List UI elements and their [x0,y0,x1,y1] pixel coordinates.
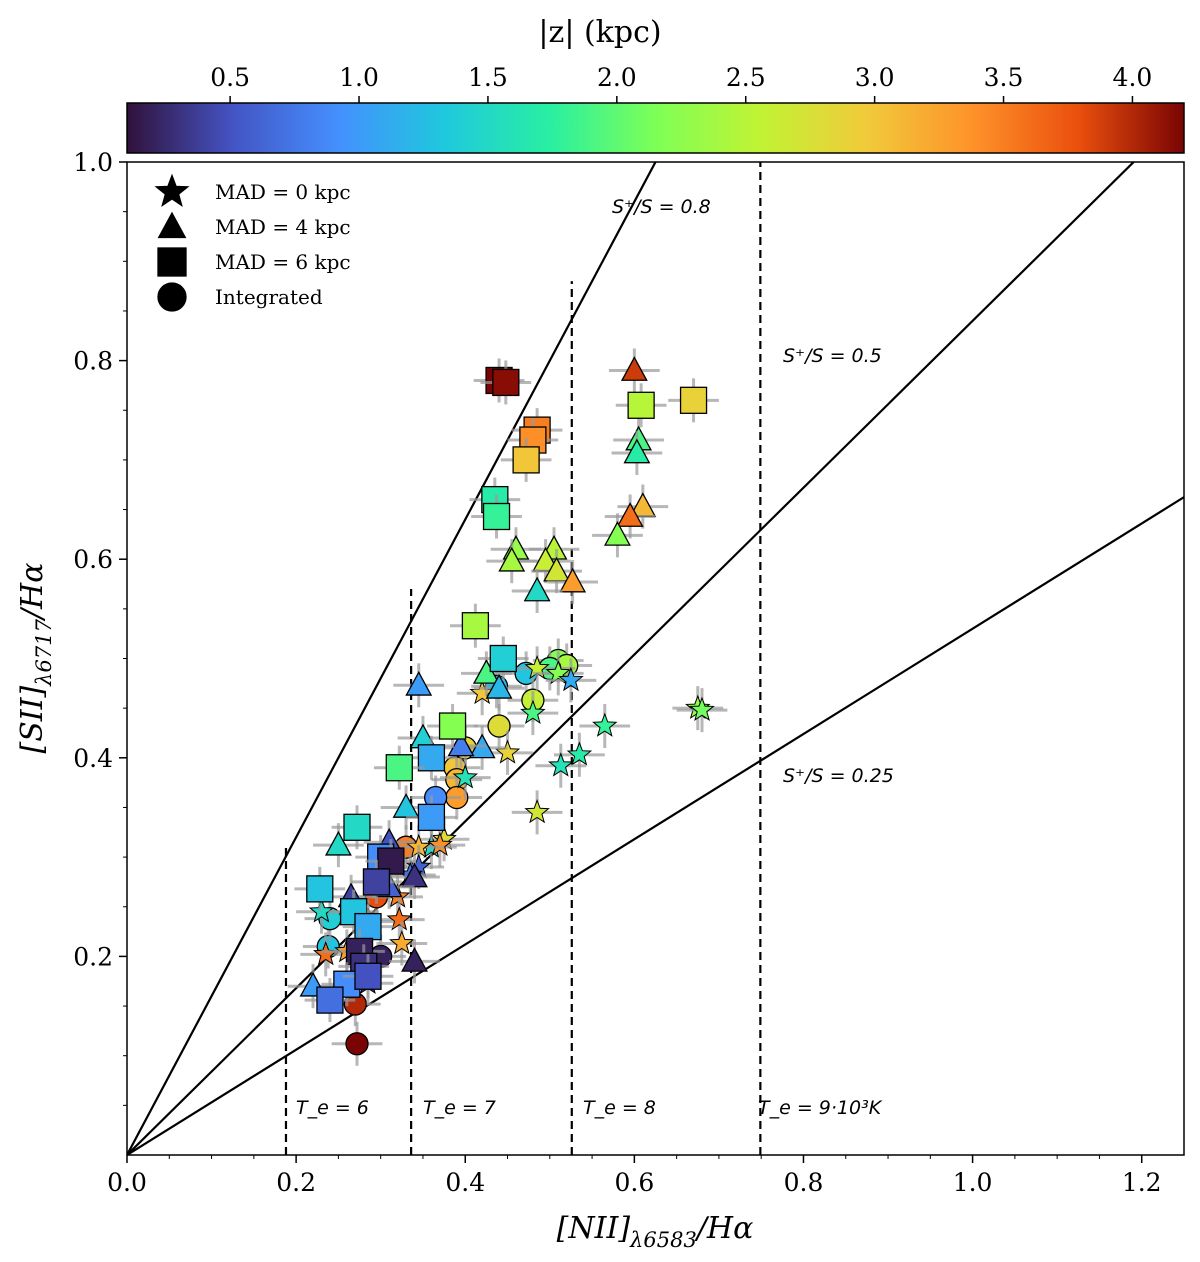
triangle-point-23 [401,947,428,972]
temp-line-label-1: T_e = 7 [423,1097,496,1119]
square-point-1 [492,368,520,397]
series-square [294,358,719,1023]
x-tick-label-6: 1.2 [1122,1168,1162,1197]
square-point-25 [316,986,344,1014]
square-point-10 [489,644,517,673]
x-tick-label-0: 0.0 [107,1168,147,1197]
y-axis-title: [SII]λ6717/Hα [15,563,56,754]
square-point-9 [461,612,490,640]
square-point-19 [306,875,334,903]
colorbar-tick-label-7: 4.0 [1113,63,1153,92]
temp-line-label-2: T_e = 8 [583,1097,656,1119]
legend-label-0: MAD = 0 kpc [215,180,351,204]
star-point-1 [545,659,572,685]
data-points [287,348,728,1066]
star-point-13 [427,831,453,857]
colorbar: |z| (kpc) 0.5 1.0 1.5 2.0 2.5 3.0 3.5 4.0 [126,15,1185,154]
triangle-point-2 [623,438,651,464]
x-tick-label-3: 0.6 [614,1168,654,1197]
colorbar-tick-label-3: 2.0 [597,63,637,92]
x-tick-label-1: 0.2 [276,1168,316,1197]
square-point-4 [512,446,540,474]
star-point-23 [308,898,335,923]
star-point-9 [548,752,574,777]
star-point-24 [452,764,479,789]
triangle-point-20 [324,830,352,856]
ref-line-label-2: S⁺/S = 0.25 [783,765,894,787]
circle-point-18 [345,1032,369,1056]
x-axis-title: [NII]λ6583/Hα [557,1211,754,1252]
triangle-point-4 [616,502,644,527]
ref-line-label-1: S⁺/S = 0.5 [783,345,882,367]
square-point-14 [417,803,446,832]
triangle-point-18 [447,731,475,757]
colorbar-gradient [126,102,1185,154]
legend: MAD = 0 kpc MAD = 4 kpc MAD = 6 kpc Integra… [154,173,351,312]
x-tick-label-5: 1.0 [953,1168,993,1197]
star-point-2 [558,666,584,692]
star-point-10 [524,798,550,824]
y-axis-subscript: λ6717 [32,618,56,686]
y-tick-label-4: 1.0 [73,148,113,177]
x-axis: 0.0 0.2 0.4 0.6 0.8 1.0 1.2 [107,1155,1162,1197]
colorbar-tick-label-0: 0.5 [210,63,250,92]
temperature-lines [284,162,762,1155]
star-point-8 [566,741,593,766]
annotations: S⁺/S = 0.8 S⁺/S = 0.5 S⁺/S = 0.25 T_e = 6 T_… [296,196,894,1119]
x-axis-subscript: λ6583 [629,1228,697,1252]
x-tick-label-2: 0.4 [445,1168,485,1197]
square-point-8 [482,502,511,531]
square-point-15 [343,813,371,841]
star-point-3 [520,699,546,724]
y-tick-label-1: 0.4 [73,744,113,773]
x-tick-label-4: 0.8 [784,1168,824,1197]
triangle-point-11 [559,567,587,593]
square-point-13 [385,754,413,782]
y-tick-label-2: 0.6 [73,545,113,574]
triangle-point-5 [604,521,631,546]
triangle-point-0 [620,356,648,381]
circle-point-5 [487,714,511,738]
plot-area [127,162,1184,1155]
ref-line-2 [127,495,1184,1155]
triangle-point-8 [498,546,526,572]
ref-line-label-0: S⁺/S = 0.8 [612,196,711,218]
temp-line-label-3: T_e = 9·10³K [758,1097,883,1119]
square-point-11 [438,712,467,740]
star-point-5 [592,712,618,737]
y-axis: 0.2 0.4 0.6 0.8 1.0 [73,148,127,1106]
colorbar-title: |z| (kpc) [538,15,661,50]
colorbar-tick-label-6: 3.5 [984,63,1024,92]
triangle-point-15 [405,670,433,696]
legend-marker-circle [157,282,187,312]
series-triangle [287,348,669,1009]
colorbar-tick-label-2: 1.5 [468,63,508,92]
colorbar-tick-label-4: 2.5 [726,63,766,92]
square-point-18 [362,868,391,896]
colorbar-tick-label-5: 3.0 [855,63,895,92]
y-tick-label-3: 0.8 [73,347,113,376]
temp-line-label-0: T_e = 6 [296,1097,369,1119]
legend-label-3: Integrated [215,285,323,309]
legend-marker-triangle [157,211,187,239]
colorbar-ticks: 0.5 1.0 1.5 2.0 2.5 3.0 3.5 4.0 [210,63,1152,103]
square-point-5 [627,391,655,419]
legend-marker-star [154,173,190,207]
colorbar-tick-label-1: 1.0 [339,63,379,92]
legend-label-2: MAD = 6 kpc [215,250,351,274]
star-point-7 [689,696,715,721]
star-point-19 [389,930,415,955]
legend-label-1: MAD = 4 kpc [215,215,351,239]
triangle-point-14 [485,673,513,699]
square-point-26 [354,962,382,990]
triangle-point-12 [523,576,551,602]
legend-marker-square [157,247,187,277]
y-tick-label-0: 0.2 [73,942,113,971]
ref-line-0 [127,162,657,1155]
square-point-6 [679,386,708,414]
star-point-18 [386,906,413,931]
